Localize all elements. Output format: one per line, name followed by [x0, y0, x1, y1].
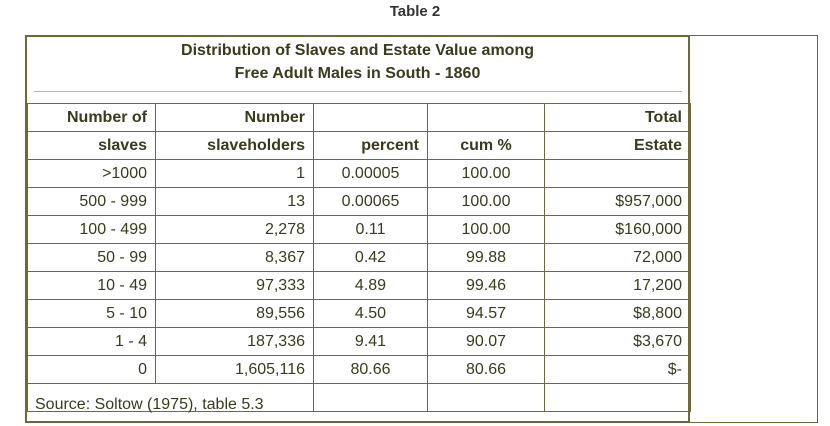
table-title: Distribution of Slaves and Estate Value …	[27, 37, 688, 103]
cell-slaves: 500 - 999	[27, 187, 156, 216]
cell-percent: 0.00065	[313, 187, 428, 216]
table-title-line1: Distribution of Slaves and Estate Value …	[181, 42, 534, 59]
cell-slaves: 5 - 10	[27, 299, 156, 328]
table-row: 1 - 4 187,336 9.41 90.07 $3,670	[27, 327, 691, 356]
table-row: >1000 1 0.00005 100.00	[27, 159, 691, 188]
table-row: 100 - 499 2,278 0.11 100.00 $160,000	[27, 215, 691, 244]
empty-cell	[313, 383, 428, 412]
cell-slaves: 1 - 4	[27, 327, 156, 356]
table-title-line2: Free Adult Males in South - 1860	[234, 65, 481, 82]
cell-estate: $8,800	[544, 299, 691, 328]
source-note: Source: Soltow (1975), table 5.3	[35, 396, 264, 413]
cell-cum-percent: 100.00	[427, 187, 545, 216]
cell-slaveholders: 1,605,116	[155, 355, 314, 384]
table-row: 0 1,605,116 80.66 80.66 $-	[27, 355, 691, 384]
table-row: 10 - 49 97,333 4.89 99.46 17,200	[27, 271, 691, 300]
cell-slaveholders: 89,556	[155, 299, 314, 328]
cell-slaveholders: 2,278	[155, 215, 314, 244]
table-frame-right-margin	[690, 35, 818, 423]
header-cell: Number	[155, 103, 314, 132]
header-cell	[313, 103, 428, 132]
cell-percent: 4.50	[313, 299, 428, 328]
cell-percent: 80.66	[313, 355, 428, 384]
empty-cell	[427, 383, 545, 412]
cell-cum-percent: 100.00	[427, 159, 545, 188]
cell-percent: 0.42	[313, 243, 428, 272]
cell-estate: $-	[544, 355, 691, 384]
cell-estate: 17,200	[544, 271, 691, 300]
header-cell: Estate	[544, 131, 691, 160]
cell-slaves: 10 - 49	[27, 271, 156, 300]
cell-cum-percent: 99.46	[427, 271, 545, 300]
cell-percent: 9.41	[313, 327, 428, 356]
table-row: 50 - 99 8,367 0.42 99.88 72,000	[27, 243, 691, 272]
cell-slaveholders: 8,367	[155, 243, 314, 272]
title-divider	[34, 91, 682, 92]
cell-slaveholders: 1	[155, 159, 314, 188]
cell-estate	[544, 159, 691, 188]
data-table: Number of Number Total slaves slaveholde…	[27, 103, 691, 412]
cell-cum-percent: 100.00	[427, 215, 545, 244]
cell-percent: 0.00005	[313, 159, 428, 188]
cell-estate: 72,000	[544, 243, 691, 272]
cell-slaveholders: 97,333	[155, 271, 314, 300]
page-label: Table 2	[389, 3, 441, 20]
header-cell: Total	[544, 103, 691, 132]
header-row-2: slaves slaveholders percent cum % Estate	[27, 131, 691, 160]
header-cell: slaveholders	[155, 131, 314, 160]
cell-estate: $160,000	[544, 215, 691, 244]
header-cell: Number of	[27, 103, 156, 132]
cell-percent: 0.11	[313, 215, 428, 244]
header-cell: percent	[313, 131, 428, 160]
source-cell-span	[155, 383, 314, 412]
cell-estate: $3,670	[544, 327, 691, 356]
table-row: 500 - 999 13 0.00065 100.00 $957,000	[27, 187, 691, 216]
header-cell	[427, 103, 545, 132]
cell-slaves: 100 - 499	[27, 215, 156, 244]
cell-cum-percent: 94.57	[427, 299, 545, 328]
cell-slaves: 0	[27, 355, 156, 384]
source-row	[27, 383, 691, 412]
empty-cell	[544, 383, 691, 412]
cell-slaves: 50 - 99	[27, 243, 156, 272]
header-cell: cum %	[427, 131, 545, 160]
cell-cum-percent: 99.88	[427, 243, 545, 272]
header-row-1: Number of Number Total	[27, 103, 691, 132]
cell-cum-percent: 90.07	[427, 327, 545, 356]
cell-slaveholders: 187,336	[155, 327, 314, 356]
cell-slaves: >1000	[27, 159, 156, 188]
source-cell	[27, 383, 156, 412]
cell-estate: $957,000	[544, 187, 691, 216]
table-row: 5 - 10 89,556 4.50 94.57 $8,800	[27, 299, 691, 328]
header-cell: slaves	[27, 131, 156, 160]
cell-slaveholders: 13	[155, 187, 314, 216]
cell-percent: 4.89	[313, 271, 428, 300]
cell-cum-percent: 80.66	[427, 355, 545, 384]
